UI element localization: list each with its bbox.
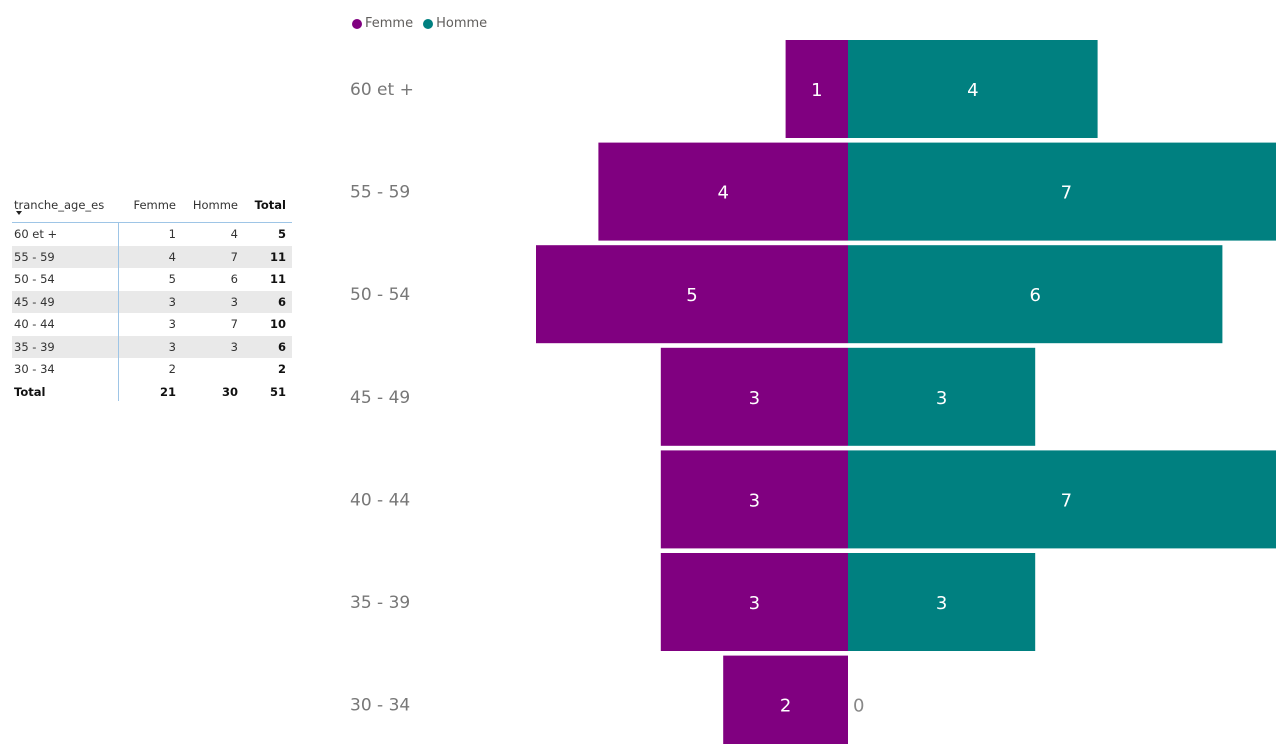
- femme-bar[interactable]: [660, 450, 848, 549]
- total-homme: 30: [221, 384, 238, 399]
- table-cell: 6: [230, 272, 238, 286]
- homme-data-label: 7: [1061, 183, 1072, 204]
- femme-data-label: 1: [811, 80, 822, 101]
- femme-bar[interactable]: [660, 347, 848, 446]
- table-cell: 30 - 34: [14, 362, 55, 376]
- table-cell: 60 et +: [14, 227, 58, 241]
- table-cell: 2: [168, 362, 176, 376]
- homme-bar[interactable]: [848, 142, 1276, 241]
- category-label: 35 - 39: [350, 593, 410, 613]
- homme-bar[interactable]: [848, 245, 1223, 344]
- category-label: 50 - 54: [350, 285, 410, 305]
- table-cell: 3: [230, 339, 238, 354]
- table-cell: 6: [277, 339, 286, 354]
- table-cell: 1: [168, 227, 176, 241]
- total-total: 51: [269, 384, 286, 399]
- table-cell: 11: [269, 272, 286, 286]
- table-cell: 45 - 49: [14, 294, 55, 309]
- legend-homme-label: Homme: [436, 16, 488, 31]
- table-cell: 2: [277, 362, 286, 376]
- femme-bar[interactable]: [723, 655, 848, 744]
- femme-data-label: 3: [749, 490, 760, 511]
- legend-femme-label: Femme: [365, 16, 414, 31]
- table-row[interactable]: 50 - 54 5 6 11: [12, 268, 292, 291]
- homme-data-label: 3: [936, 388, 947, 409]
- table-cell: 3: [230, 294, 238, 309]
- homme-data-label: 7: [1061, 490, 1072, 511]
- age-gender-matrix[interactable]: tranche_age_es Femme Homme Total 60 et +…: [12, 196, 292, 403]
- table-cell: 6: [277, 294, 286, 309]
- header-total[interactable]: Total: [254, 198, 286, 212]
- chart-legend: Femme Homme: [352, 16, 487, 31]
- header-tranche-age[interactable]: tranche_age_es: [14, 198, 105, 212]
- header-femme[interactable]: Femme: [133, 198, 176, 212]
- homme-data-label: 3: [936, 593, 947, 614]
- legend-item-femme[interactable]: Femme: [352, 16, 413, 31]
- table-cell: 4: [168, 249, 176, 264]
- category-label: 55 - 59: [350, 183, 410, 203]
- matrix-divider: [118, 223, 119, 401]
- table-cell: 3: [168, 339, 176, 354]
- homme-data-label: 0: [853, 696, 864, 717]
- homme-dot-icon: [423, 18, 434, 29]
- total-label: Total: [14, 384, 46, 399]
- table-cell: 35 - 39: [14, 339, 55, 354]
- table-cell: 5: [277, 227, 286, 241]
- femme-data-label: 3: [749, 593, 760, 614]
- matrix-body: 60 et + 1 4 5 55 - 59 4 7 11 50 - 54 5 6 11 45 - 49 3…: [12, 223, 292, 381]
- femme-bar[interactable]: [598, 142, 848, 241]
- matrix-total-row: Total 21 30 51: [12, 381, 292, 404]
- femme-data-label: 5: [686, 285, 697, 306]
- homme-data-label: 4: [967, 80, 978, 101]
- table-cell: 40 - 44: [14, 317, 55, 331]
- table-row[interactable]: 45 - 49 3 3 6: [12, 290, 292, 313]
- sort-descending-icon[interactable]: [16, 211, 22, 215]
- table-cell: 50 - 54: [14, 272, 55, 286]
- femme-data-label: 3: [749, 388, 760, 409]
- femme-data-label: 4: [717, 183, 728, 204]
- matrix-header: tranche_age_es Femme Homme Total: [12, 196, 292, 223]
- femme-dot-icon: [352, 18, 362, 29]
- femme-bar[interactable]: [785, 40, 848, 138]
- table-row[interactable]: 40 - 44 3 7 10: [12, 313, 292, 336]
- table-cell: 7: [230, 249, 238, 264]
- femme-bar[interactable]: [660, 553, 848, 651]
- homme-bar[interactable]: [848, 450, 1276, 549]
- table-cell: 55 - 59: [14, 249, 55, 264]
- femme-data-label: 2: [780, 696, 791, 717]
- homme-bar[interactable]: [848, 347, 1036, 446]
- homme-bar[interactable]: [848, 40, 1098, 138]
- category-label: 30 - 34: [350, 696, 410, 716]
- category-label: 40 - 44: [350, 490, 410, 510]
- femme-bar[interactable]: [536, 245, 848, 344]
- table-cell: 5: [168, 272, 176, 286]
- table-cell: 3: [168, 317, 176, 331]
- table-row[interactable]: 60 et + 1 4 5: [12, 223, 292, 246]
- table-row[interactable]: 35 - 39 3 3 6: [12, 335, 292, 358]
- table-cell: 10: [269, 317, 286, 331]
- table-cell: 4: [230, 227, 238, 241]
- table-row[interactable]: 55 - 59 4 7 11: [12, 245, 292, 268]
- homme-data-label: 6: [1029, 285, 1040, 306]
- legend-item-homme[interactable]: Homme: [423, 16, 487, 31]
- category-label: 45 - 49: [350, 388, 410, 408]
- homme-bar[interactable]: [848, 553, 1036, 651]
- table-row[interactable]: 30 - 34 2 2: [12, 358, 292, 381]
- total-femme: 21: [159, 384, 176, 399]
- table-cell: 3: [168, 294, 176, 309]
- table-cell: 11: [269, 249, 286, 264]
- category-label: 60 et +: [350, 80, 414, 100]
- header-homme[interactable]: Homme: [192, 198, 238, 212]
- table-cell: 7: [230, 317, 238, 331]
